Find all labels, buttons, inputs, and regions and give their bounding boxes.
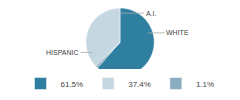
svg-text:WHITE: WHITE [166,29,189,36]
svg-text:A.I.: A.I. [146,10,157,17]
svg-text:HISPANIC: HISPANIC [46,49,79,56]
svg-text:37.4%: 37.4% [128,80,151,89]
svg-text:1.1%: 1.1% [196,80,214,89]
svg-text:61.5%: 61.5% [61,80,84,89]
